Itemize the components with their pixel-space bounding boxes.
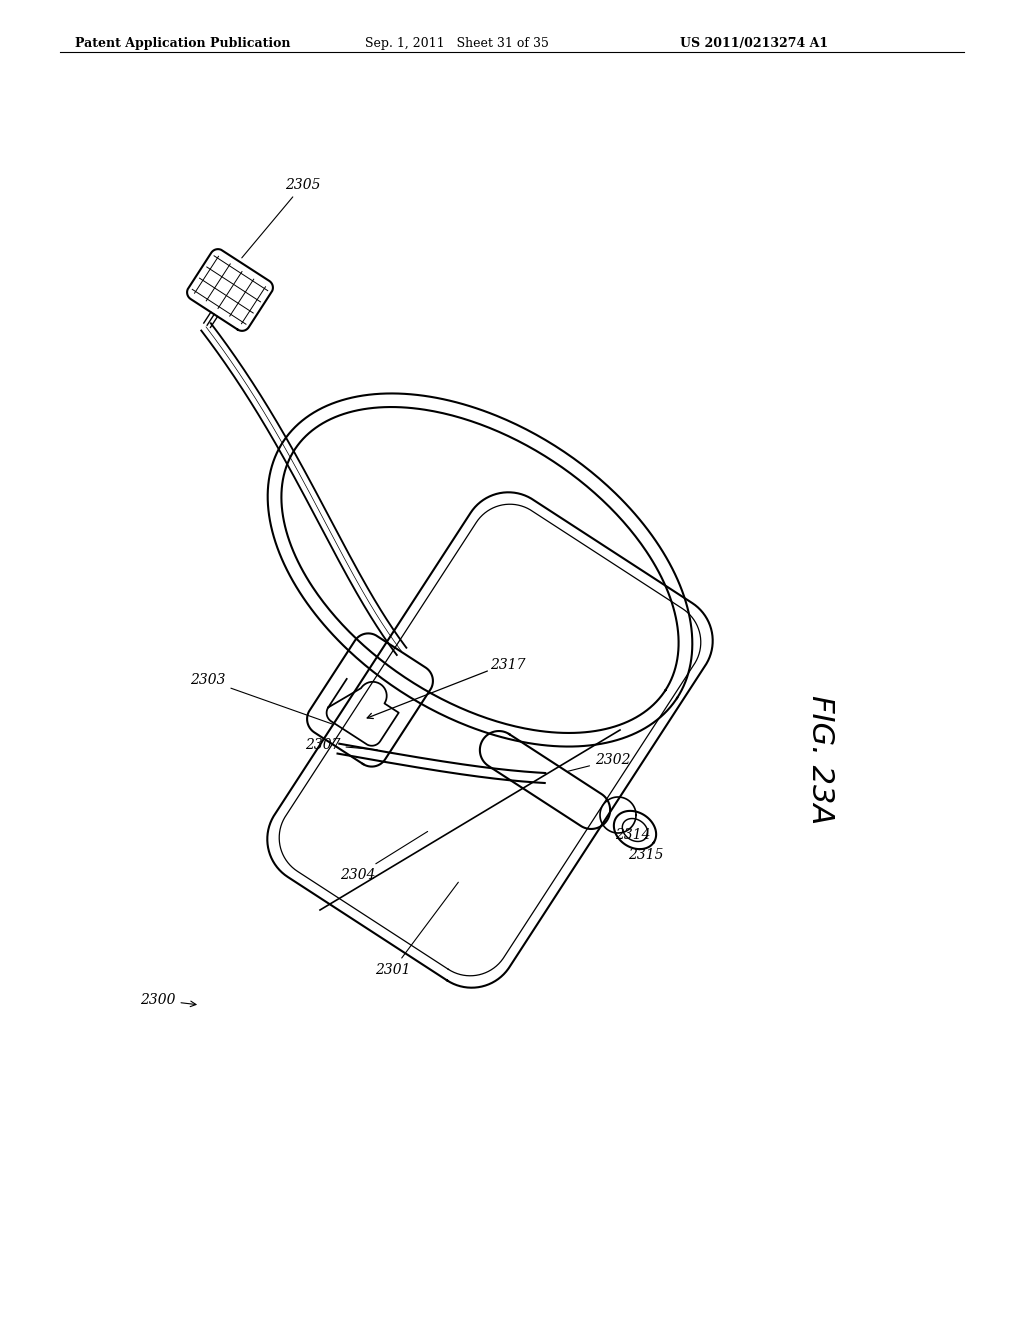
Text: 2314: 2314 [615, 828, 650, 842]
Text: 2302: 2302 [567, 752, 631, 771]
Text: 2315: 2315 [628, 847, 664, 862]
Text: 2303: 2303 [190, 673, 333, 725]
Text: 2317: 2317 [490, 657, 525, 672]
Text: 2305: 2305 [242, 178, 321, 257]
Text: 2300: 2300 [140, 993, 196, 1007]
Text: 2307: 2307 [305, 738, 377, 752]
Text: Sep. 1, 2011   Sheet 31 of 35: Sep. 1, 2011 Sheet 31 of 35 [365, 37, 549, 50]
Text: 2301: 2301 [375, 882, 459, 977]
Text: US 2011/0213274 A1: US 2011/0213274 A1 [680, 37, 828, 50]
Text: FIG. 23A: FIG. 23A [806, 696, 835, 825]
Text: 2304: 2304 [340, 832, 428, 882]
Text: Patent Application Publication: Patent Application Publication [75, 37, 291, 50]
